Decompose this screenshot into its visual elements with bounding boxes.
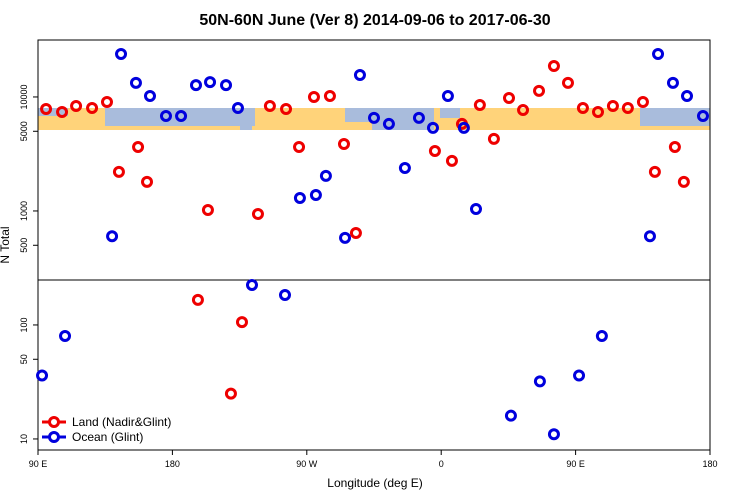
point (643, 230, 656, 243)
point (412, 111, 425, 124)
point (40, 102, 53, 115)
y-tick-label: 10 (19, 434, 29, 444)
point (112, 165, 125, 178)
x-axis-label: Longitude (deg E) (327, 476, 422, 490)
point (220, 79, 233, 92)
point (666, 76, 679, 89)
point (204, 76, 217, 89)
point (368, 111, 380, 124)
point (648, 165, 661, 178)
y-tick-label: 100 (19, 317, 29, 332)
point (681, 89, 694, 102)
point (293, 191, 306, 204)
point (263, 99, 276, 112)
point (398, 162, 411, 175)
point (533, 84, 546, 97)
point (547, 428, 560, 441)
map-strip (38, 108, 710, 130)
point (561, 76, 574, 89)
point (547, 59, 560, 72)
point (280, 102, 293, 115)
point (592, 106, 604, 119)
point (245, 279, 258, 292)
legend-label: Ocean (Glint) (72, 430, 143, 444)
point (191, 293, 204, 306)
point (86, 101, 99, 114)
y-tick-label: 500 (19, 238, 29, 253)
point (573, 369, 586, 382)
point (278, 289, 291, 302)
point (428, 144, 441, 157)
x-tick-label: 90 E (29, 459, 48, 469)
legend-label: Land (Nadir&Glint) (72, 415, 171, 429)
point (251, 208, 264, 221)
y-tick-label: 50 (19, 354, 29, 364)
point (224, 387, 237, 400)
y-tick-label: 10000 (19, 84, 29, 109)
point (606, 99, 619, 112)
point (293, 140, 306, 153)
point (201, 203, 214, 216)
point (231, 101, 244, 114)
point (129, 76, 142, 89)
point (487, 132, 500, 145)
point (473, 98, 486, 111)
point (349, 227, 362, 240)
x-tick-label: 90 W (296, 459, 318, 469)
point (235, 316, 248, 329)
point (59, 330, 72, 343)
point (115, 48, 128, 61)
point (677, 175, 690, 188)
point (621, 101, 634, 114)
point (504, 409, 517, 422)
x-tick-label: 180 (165, 459, 180, 469)
point (319, 169, 332, 182)
point (353, 68, 366, 81)
point (323, 89, 336, 102)
point (576, 101, 589, 114)
point (668, 140, 681, 153)
point (636, 95, 649, 108)
y-tick-label: 1000 (19, 201, 29, 221)
x-tick-label: 90 E (566, 459, 585, 469)
point (696, 109, 709, 122)
point (189, 79, 202, 92)
point (595, 330, 608, 343)
point (307, 90, 320, 103)
point (175, 109, 188, 122)
point (457, 121, 470, 134)
point (309, 189, 322, 202)
point (36, 369, 49, 382)
point (445, 154, 458, 167)
point (100, 95, 113, 108)
y-axis-label: N Total (0, 226, 12, 263)
x-tick-label: 180 (702, 459, 717, 469)
legend-marker (48, 416, 60, 428)
point (502, 91, 515, 104)
legend-marker (48, 431, 60, 443)
point (426, 121, 439, 134)
y-tick-label: 5000 (19, 121, 29, 141)
point (339, 231, 352, 244)
point (533, 375, 546, 388)
point (469, 203, 482, 216)
point (132, 140, 145, 153)
point (382, 117, 395, 130)
point (517, 103, 530, 116)
point (337, 137, 350, 150)
x-tick-label: 0 (439, 459, 444, 469)
chart-title: 50N-60N June (Ver 8) 2014-09-06 to 2017-… (199, 12, 550, 29)
point (159, 109, 172, 122)
point (441, 89, 454, 102)
point (106, 230, 119, 243)
point (70, 99, 83, 112)
point (141, 175, 154, 188)
point (56, 106, 69, 119)
point (652, 48, 665, 61)
point (144, 89, 156, 102)
